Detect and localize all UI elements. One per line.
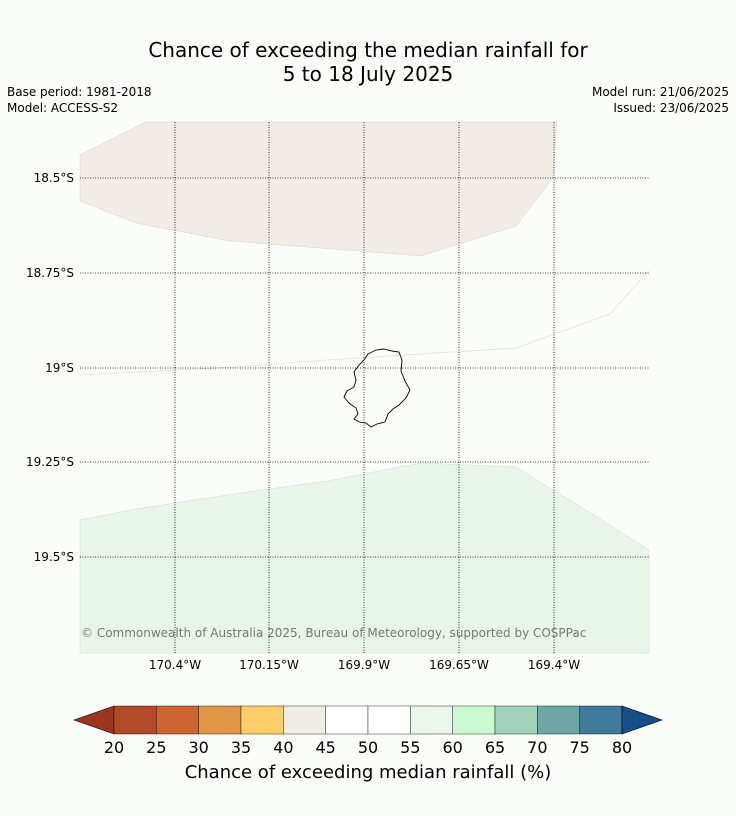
lat-label-5: 19.5°S xyxy=(33,550,74,564)
copyright-notice: © Commonwealth of Australia 2025, Bureau… xyxy=(81,626,587,640)
contour-line xyxy=(79,269,650,376)
colorbar-segment xyxy=(452,705,496,735)
meta-right: Model run: 21/06/2025 Issued: 23/06/2025 xyxy=(592,84,729,116)
colorbar-tick-label: 55 xyxy=(400,738,421,757)
lon-label-3: 169.9°W xyxy=(337,658,391,672)
colorbar-tick-label: 30 xyxy=(188,738,209,757)
colorbar-tick-label: 25 xyxy=(146,738,167,757)
lon-gridlines xyxy=(174,122,555,653)
base-period: Base period: 1981-2018 xyxy=(7,85,152,99)
colorbar-over-arrow xyxy=(621,705,663,735)
colorbar-segment xyxy=(113,705,157,735)
north-probability-region xyxy=(79,121,558,257)
lat-label-1: 18.5°S xyxy=(33,171,74,185)
colorbar-segment xyxy=(410,705,453,735)
colorbar-tick-label: 80 xyxy=(611,738,633,757)
colorbar-tick-label: 35 xyxy=(230,738,252,757)
colorbar-segment xyxy=(367,705,411,735)
lat-label-2: 18.75°S xyxy=(26,266,74,280)
lon-label-4: 169.65°W xyxy=(429,658,489,672)
lon-label-1: 170.4°W xyxy=(148,658,202,672)
colorbar-tick-label: 50 xyxy=(357,738,379,757)
colorbar-tick-label: 65 xyxy=(484,738,506,757)
map-title: Chance of exceeding the median rainfall … xyxy=(0,38,736,86)
colorbar-segment xyxy=(283,705,326,735)
lat-label-4: 19.25°S xyxy=(26,455,74,469)
lon-label-5: 169.4°W xyxy=(527,658,581,672)
colorbar-under-arrow xyxy=(73,705,115,735)
colorbar-segment xyxy=(537,705,580,735)
colorbar-segment xyxy=(325,705,369,735)
colorbar-tick-label: 45 xyxy=(315,738,336,757)
colorbar-tick-label: 40 xyxy=(273,738,294,757)
colorbar-tick-label: 70 xyxy=(527,738,548,757)
colorbar-label: Chance of exceeding median rainfall (%) xyxy=(184,762,552,783)
title-line-2: 5 to 18 July 2025 xyxy=(282,62,454,86)
colorbar-tick-label: 75 xyxy=(569,738,590,757)
model-name: Model: ACCESS-S2 xyxy=(7,101,119,115)
meta-left: Base period: 1981-2018 Model: ACCESS-S2 xyxy=(7,84,152,116)
island-outline xyxy=(343,348,411,428)
title-line-1: Chance of exceeding the median rainfall … xyxy=(148,38,588,62)
colorbar xyxy=(73,705,663,735)
colorbar-segment xyxy=(198,705,242,735)
colorbar-tick-label: 60 xyxy=(442,738,463,757)
colorbar-segment xyxy=(240,705,284,735)
colorbar-tick-label: 20 xyxy=(103,738,125,757)
colorbar-segment xyxy=(156,705,199,735)
lat-label-3: 19°S xyxy=(45,361,74,375)
lon-label-2: 170.15°W xyxy=(239,658,299,672)
colorbar-segment xyxy=(579,705,623,735)
issued-date: Issued: 23/06/2025 xyxy=(613,101,729,115)
colorbar-segment xyxy=(494,705,538,735)
model-run: Model run: 21/06/2025 xyxy=(591,85,729,99)
